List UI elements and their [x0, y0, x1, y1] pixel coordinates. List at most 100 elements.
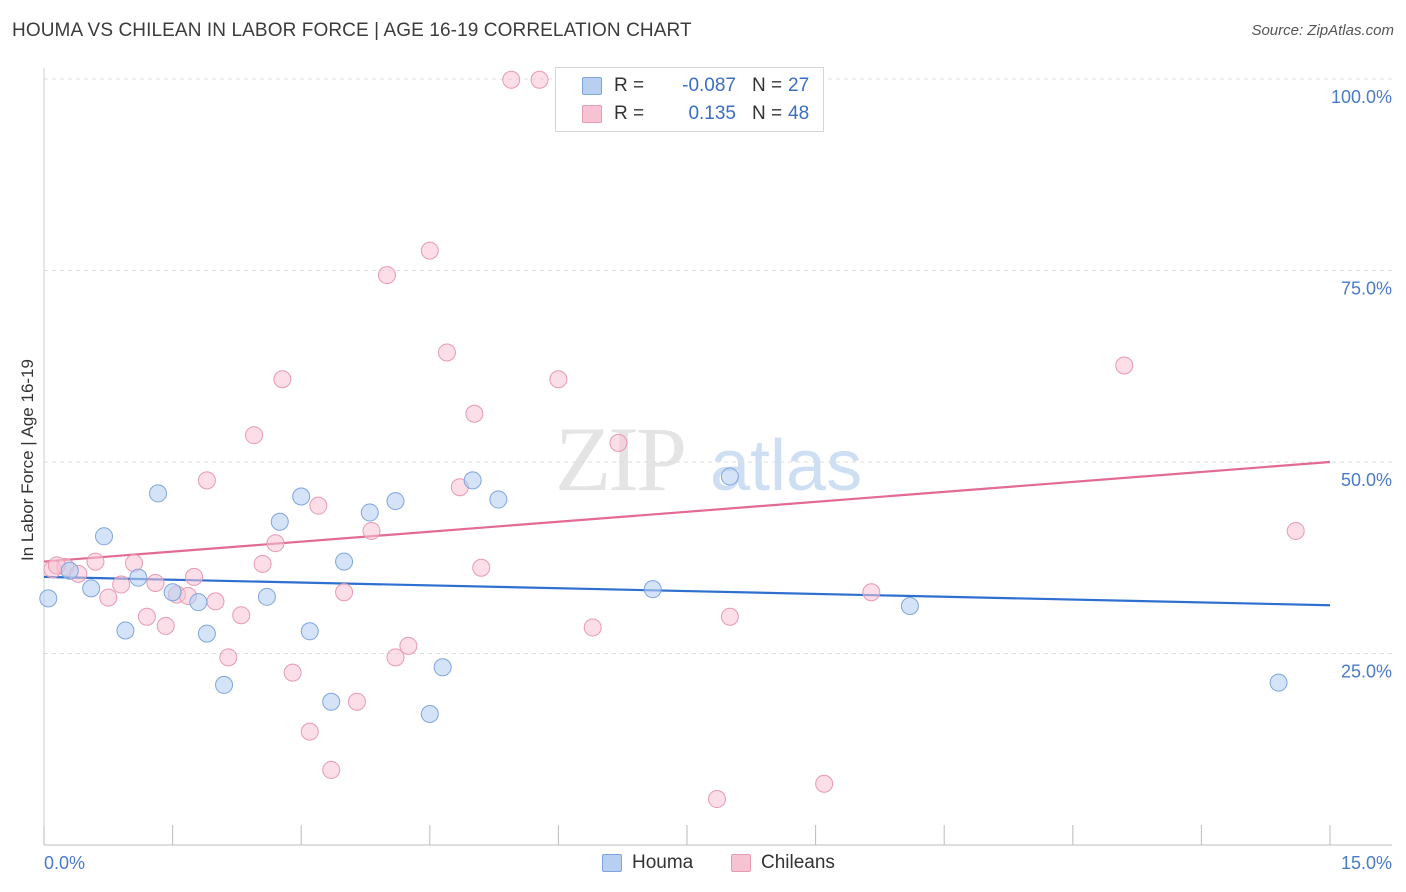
chileans-swatch [582, 105, 602, 123]
houma-point [116, 621, 135, 640]
houma-point [720, 467, 739, 486]
chileans-point [335, 583, 354, 602]
y-tick-label: 100.0% [1331, 87, 1392, 107]
chileans-point [347, 692, 366, 711]
chileans-point [530, 70, 549, 89]
chileans-points [43, 70, 1305, 809]
chileans-point [156, 616, 175, 635]
correlation-legend: R = -0.087 N = 27 R = 0.135 N = 48 [555, 67, 824, 132]
houma-point [270, 512, 289, 531]
houma-point [335, 552, 354, 571]
chileans-trend-line [43, 460, 1331, 563]
legend-r-value: 0.135 [688, 103, 736, 124]
legend-n-value: 27 [788, 75, 810, 96]
chileans-point [309, 496, 328, 515]
chileans-point [1115, 356, 1134, 375]
houma-point [257, 587, 276, 606]
y-tick-label: 50.0% [1341, 470, 1392, 490]
chileans-point [437, 343, 456, 362]
legend-item-chileans: Chileans [731, 852, 835, 874]
legend-item-houma: Houma [602, 852, 693, 874]
y-tick-label: 75.0% [1341, 279, 1392, 299]
houma-point [322, 692, 341, 711]
watermark-zip: ZIP [555, 408, 684, 510]
legend-n-label: N = [752, 75, 783, 96]
houma-swatch [602, 854, 622, 872]
houma-point [900, 597, 919, 616]
legend-n-label: N = [752, 103, 783, 124]
legend-n-value: 48 [788, 103, 810, 124]
houma-point [386, 492, 405, 511]
legend-row-houma: R = -0.087 N = 27 [582, 74, 809, 98]
houma-trend-line [43, 575, 1331, 607]
chileans-point [86, 552, 105, 571]
houma-point [300, 622, 319, 641]
houma-point [189, 593, 208, 612]
chileans-point [266, 534, 285, 553]
legend-r-label: R = [614, 103, 645, 124]
chileans-point [815, 774, 834, 793]
chart-title: HOUMA VS CHILEAN IN LABOR FORCE | AGE 16… [12, 20, 692, 41]
houma-point [197, 624, 216, 643]
chileans-point [99, 588, 118, 607]
chileans-point [185, 567, 204, 586]
houma-point [433, 658, 452, 677]
chileans-point [465, 404, 484, 423]
watermark-atlas: atlas [710, 426, 862, 506]
chileans-point [300, 722, 319, 741]
chileans-point [862, 583, 881, 602]
chileans-point [1286, 521, 1305, 540]
tick-labels: 25.0% 50.0% 75.0% 100.0% 0.0% 15.0% [44, 87, 1392, 873]
source-credit: Source: ZipAtlas.com [1251, 22, 1394, 39]
houma-point [420, 705, 439, 724]
chileans-point [112, 575, 131, 594]
chileans-point [583, 618, 602, 637]
houma-point [463, 471, 482, 490]
houma-points [39, 467, 1288, 724]
legend-row-chileans: R = 0.135 N = 48 [582, 102, 809, 126]
axes [43, 68, 1392, 846]
series-legend: Houma Chileans [0, 852, 1406, 876]
houma-point [149, 484, 168, 503]
houma-point [163, 583, 182, 602]
chileans-point [137, 607, 156, 626]
legend-label-houma: Houma [632, 852, 694, 873]
chileans-point [146, 574, 165, 593]
houma-point [292, 487, 311, 506]
gridlines [44, 78, 1392, 654]
chileans-point [502, 70, 521, 89]
y-tick-label: 25.0% [1341, 662, 1392, 682]
houma-point [489, 490, 508, 509]
chileans-point [253, 554, 272, 573]
houma-point [215, 675, 234, 694]
chileans-point [322, 760, 341, 779]
trend-lines [43, 460, 1331, 607]
legend-r-label: R = [614, 75, 645, 96]
houma-swatch [582, 77, 602, 95]
chileans-point [245, 426, 264, 445]
houma-point [39, 589, 58, 608]
houma-point [60, 561, 79, 580]
x-tick-label-max: 15.0% [1341, 853, 1392, 873]
watermark: ZIP atlas [555, 408, 862, 510]
chileans-point [472, 558, 491, 577]
chileans-point [609, 433, 628, 452]
legend-label-chileans: Chileans [761, 852, 835, 873]
houma-point [1269, 673, 1288, 692]
chileans-point [386, 648, 405, 667]
chileans-point [399, 636, 418, 655]
chileans-point [362, 521, 381, 540]
chileans-point [197, 471, 216, 490]
chileans-point [377, 266, 396, 285]
x-tick-label-min: 0.0% [44, 853, 85, 873]
chileans-point [283, 663, 302, 682]
houma-point [643, 580, 662, 599]
houma-point [360, 503, 379, 522]
chileans-point [219, 648, 238, 667]
legend-r-value: -0.087 [682, 75, 736, 96]
houma-point [82, 579, 101, 598]
chileans-point [206, 592, 225, 611]
houma-point [129, 568, 148, 587]
houma-point [95, 527, 114, 546]
